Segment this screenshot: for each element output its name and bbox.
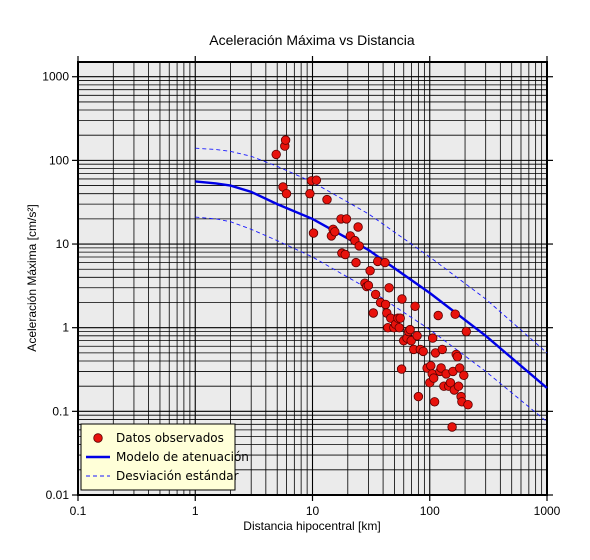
data-point bbox=[384, 283, 394, 293]
data-point bbox=[455, 363, 465, 373]
data-point bbox=[353, 222, 363, 232]
data-point bbox=[363, 280, 374, 291]
x-tick-label: 10 bbox=[306, 504, 320, 518]
data-point bbox=[305, 188, 315, 199]
data-point bbox=[447, 422, 457, 432]
data-point bbox=[412, 331, 422, 341]
y-tick-label: 0.1 bbox=[52, 404, 69, 418]
data-point bbox=[281, 188, 292, 199]
data-point bbox=[368, 308, 379, 318]
data-point bbox=[271, 149, 281, 160]
data-point bbox=[370, 289, 381, 300]
data-point bbox=[450, 309, 460, 319]
x-tick-label: 1 bbox=[192, 504, 199, 518]
data-point bbox=[463, 400, 473, 410]
legend-marker-points bbox=[93, 433, 103, 443]
y-tick-label: 100 bbox=[49, 153, 69, 167]
data-point bbox=[330, 227, 340, 237]
data-point bbox=[413, 391, 424, 402]
data-point bbox=[341, 214, 352, 224]
data-point bbox=[461, 326, 472, 337]
data-point bbox=[395, 313, 405, 323]
data-point bbox=[380, 299, 391, 310]
data-point bbox=[433, 310, 443, 321]
x-tick-label: 100 bbox=[420, 504, 440, 518]
data-point bbox=[436, 363, 446, 373]
data-point bbox=[405, 324, 415, 335]
x-axis-title: Distancia hipocentral [km] bbox=[243, 519, 380, 533]
x-tick-label: 1000 bbox=[534, 504, 561, 518]
legend-label: Desviación estándar bbox=[116, 469, 239, 483]
data-point bbox=[437, 344, 448, 355]
y-tick-label: 1000 bbox=[42, 70, 69, 84]
data-point bbox=[453, 381, 464, 391]
data-point bbox=[380, 257, 390, 268]
data-point bbox=[428, 333, 438, 343]
data-point bbox=[426, 361, 436, 371]
data-point bbox=[311, 175, 322, 185]
data-point bbox=[429, 397, 440, 407]
y-tick-label: 1 bbox=[62, 321, 69, 335]
data-point bbox=[365, 266, 375, 276]
legend-label: Datos observados bbox=[116, 431, 224, 445]
data-point bbox=[452, 352, 463, 362]
data-point bbox=[410, 301, 420, 312]
data-point bbox=[459, 370, 469, 381]
data-point bbox=[351, 257, 361, 268]
chart-title: Aceleración Máxima vs Distancia bbox=[209, 32, 415, 48]
data-point bbox=[280, 135, 291, 145]
data-point bbox=[354, 241, 364, 251]
y-axis-title: Aceleración Máxima [cm/s²] bbox=[25, 204, 39, 351]
x-tick-label: 0.1 bbox=[70, 504, 87, 518]
data-point bbox=[322, 194, 332, 205]
data-point bbox=[418, 346, 428, 357]
data-point bbox=[445, 378, 456, 388]
data-point bbox=[308, 228, 319, 238]
y-tick-label: 0.01 bbox=[46, 488, 70, 502]
data-point bbox=[396, 364, 407, 374]
data-point bbox=[340, 249, 350, 260]
data-point bbox=[397, 294, 407, 304]
data-point bbox=[394, 323, 405, 333]
y-tick-label: 10 bbox=[56, 237, 70, 251]
legend-label: Modelo de atenuación bbox=[116, 450, 249, 464]
data-point bbox=[429, 373, 439, 383]
std-deviation-line-2 bbox=[195, 147, 548, 354]
